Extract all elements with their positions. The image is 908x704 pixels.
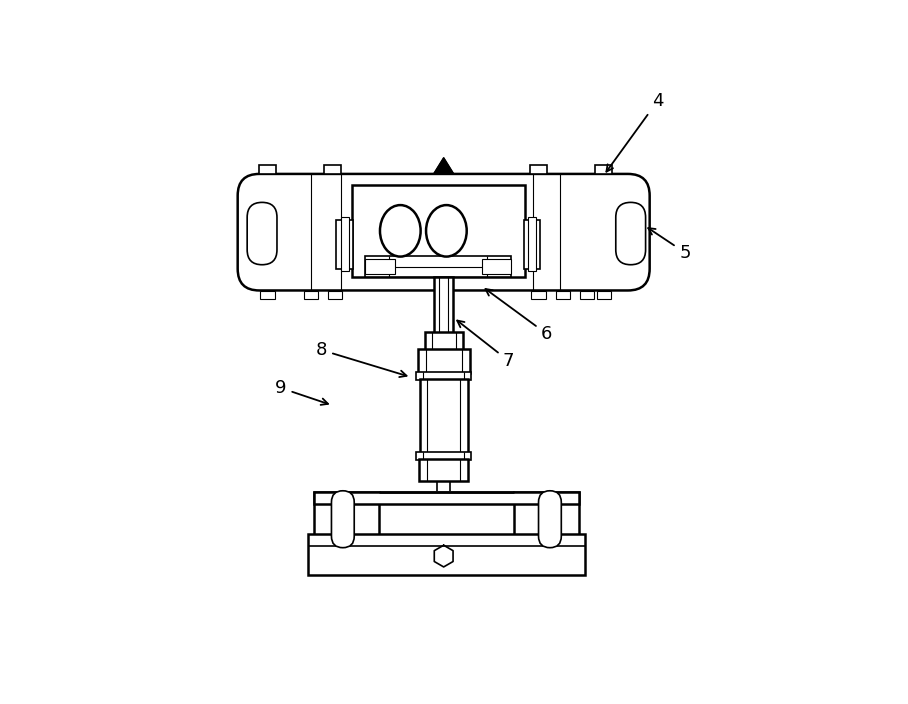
Text: 9: 9 — [275, 379, 328, 405]
Bar — [528, 218, 536, 272]
Bar — [313, 492, 379, 536]
Bar — [530, 165, 547, 174]
Bar — [416, 372, 471, 380]
Bar — [597, 291, 610, 299]
Bar — [365, 259, 395, 275]
Bar — [524, 220, 540, 269]
Bar — [419, 379, 468, 453]
Text: 4: 4 — [607, 92, 664, 172]
Bar — [365, 256, 511, 277]
Bar — [313, 492, 579, 504]
Bar — [418, 349, 469, 373]
Bar — [340, 218, 349, 272]
FancyBboxPatch shape — [247, 202, 277, 265]
Polygon shape — [434, 158, 453, 173]
Bar — [596, 165, 612, 174]
FancyBboxPatch shape — [538, 491, 561, 548]
Bar — [260, 165, 276, 174]
Bar — [556, 291, 570, 299]
Bar — [416, 452, 471, 460]
Text: 8: 8 — [316, 341, 407, 377]
Bar — [304, 291, 318, 299]
Bar — [336, 220, 352, 269]
Ellipse shape — [380, 205, 420, 256]
Bar — [481, 259, 511, 275]
FancyBboxPatch shape — [331, 491, 354, 548]
Bar — [580, 291, 595, 299]
FancyBboxPatch shape — [616, 202, 646, 265]
Bar — [434, 277, 453, 334]
Bar — [514, 492, 579, 536]
Bar — [419, 458, 468, 482]
Bar — [308, 534, 585, 575]
Bar — [324, 165, 340, 174]
Bar — [351, 184, 525, 277]
Bar — [261, 291, 274, 299]
Bar — [531, 291, 546, 299]
FancyBboxPatch shape — [238, 174, 649, 291]
Text: 6: 6 — [486, 289, 552, 343]
Ellipse shape — [426, 205, 467, 256]
Bar — [328, 291, 342, 299]
Bar — [425, 332, 463, 350]
Text: 7: 7 — [458, 320, 515, 370]
Text: 5: 5 — [648, 228, 691, 261]
